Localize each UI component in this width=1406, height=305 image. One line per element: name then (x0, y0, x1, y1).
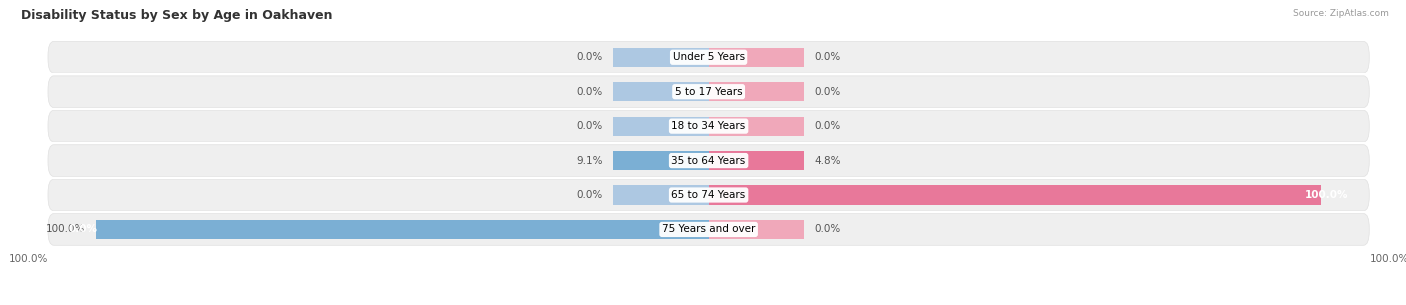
FancyBboxPatch shape (48, 110, 1369, 142)
Text: 18 to 34 Years: 18 to 34 Years (672, 121, 745, 131)
Text: 5 to 17 Years: 5 to 17 Years (675, 87, 742, 97)
Text: Under 5 Years: Under 5 Years (672, 52, 745, 62)
Bar (613, 117, 709, 136)
FancyBboxPatch shape (48, 76, 1369, 108)
Text: 0.0%: 0.0% (69, 224, 98, 235)
Text: 65 to 74 Years: 65 to 74 Years (672, 190, 745, 200)
Bar (96, 220, 709, 239)
Bar (613, 82, 709, 101)
FancyBboxPatch shape (48, 41, 1369, 73)
Text: Disability Status by Sex by Age in Oakhaven: Disability Status by Sex by Age in Oakha… (21, 9, 333, 22)
Bar (709, 117, 804, 136)
Text: 75 Years and over: 75 Years and over (662, 224, 755, 235)
Bar (613, 185, 709, 205)
Text: 0.0%: 0.0% (815, 87, 841, 97)
Bar (709, 220, 804, 239)
Bar (709, 185, 1322, 205)
Text: 0.0%: 0.0% (815, 52, 841, 62)
Bar (613, 151, 709, 170)
Text: 35 to 64 Years: 35 to 64 Years (672, 156, 745, 166)
FancyBboxPatch shape (48, 179, 1369, 211)
Text: 100.0%: 100.0% (46, 224, 86, 235)
Text: Source: ZipAtlas.com: Source: ZipAtlas.com (1294, 9, 1389, 18)
FancyBboxPatch shape (48, 214, 1369, 245)
Text: 0.0%: 0.0% (576, 190, 602, 200)
Text: 0.0%: 0.0% (815, 121, 841, 131)
Text: 9.1%: 9.1% (576, 156, 602, 166)
FancyBboxPatch shape (48, 145, 1369, 176)
Bar (709, 151, 804, 170)
Bar (709, 82, 804, 101)
Text: 0.0%: 0.0% (815, 224, 841, 235)
Bar (613, 48, 709, 67)
Text: 0.0%: 0.0% (576, 52, 602, 62)
Text: 4.8%: 4.8% (815, 156, 841, 166)
Text: 100.0%: 100.0% (1305, 190, 1348, 200)
Text: 0.0%: 0.0% (576, 121, 602, 131)
Bar (709, 48, 804, 67)
Text: 0.0%: 0.0% (576, 87, 602, 97)
